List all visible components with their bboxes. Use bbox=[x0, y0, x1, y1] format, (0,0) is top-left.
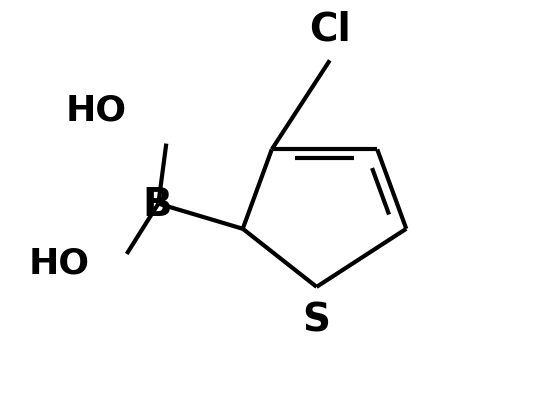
Text: S: S bbox=[303, 301, 330, 339]
Text: Cl: Cl bbox=[309, 11, 351, 49]
Text: HO: HO bbox=[29, 247, 90, 281]
Text: HO: HO bbox=[66, 94, 127, 128]
Text: B: B bbox=[142, 186, 172, 224]
